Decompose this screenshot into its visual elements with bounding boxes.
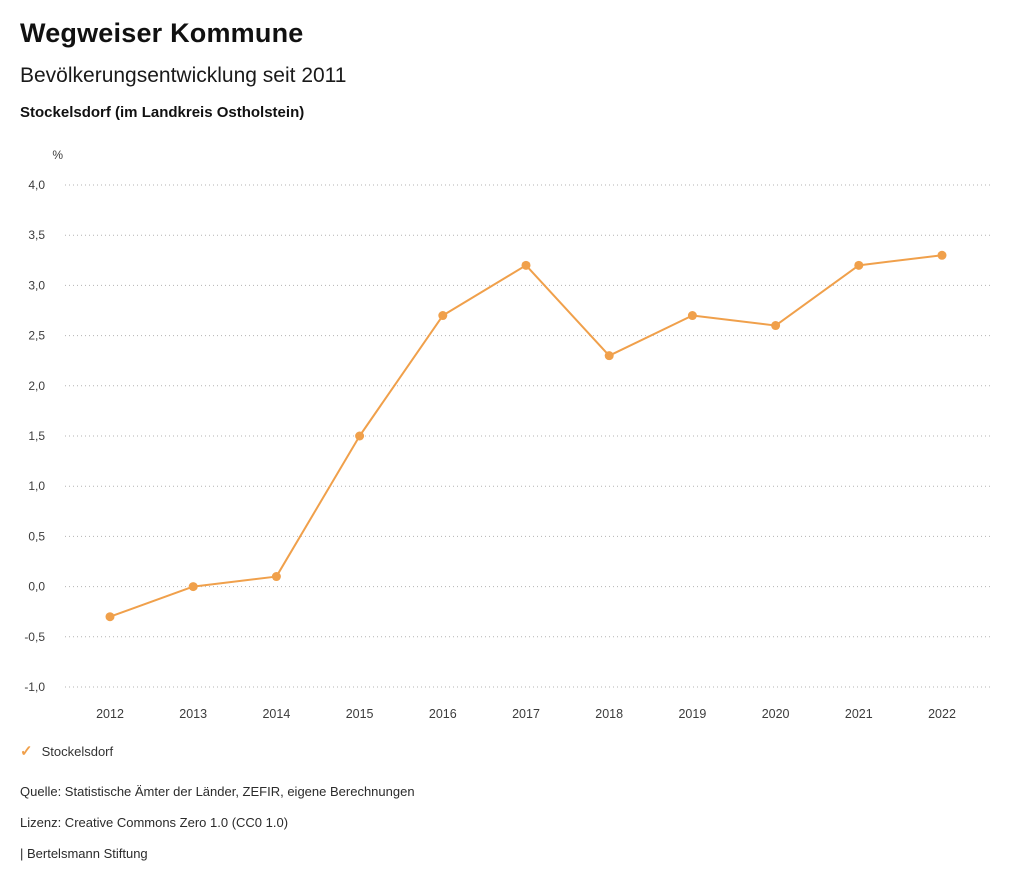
population-line-chart: % 4,0 3,5 3,0 2,5 2,0 1,5 1,0 0,5 0,0 -0,5 -1,0 2012… — [0, 140, 1024, 730]
chart-legend: ✓ Stockelsdorf — [20, 744, 113, 759]
x-tick-label: 2019 — [678, 707, 706, 721]
y-tick-label: -1,0 — [24, 680, 45, 694]
y-tick-label: 2,5 — [28, 329, 45, 343]
chart-title: Bevölkerungsentwicklung seit 2011 — [20, 64, 347, 87]
legend-label: Stockelsdorf — [41, 744, 114, 759]
x-tick-label: 2014 — [262, 707, 290, 721]
y-tick-label: 0,0 — [28, 580, 45, 594]
x-tick-label: 2012 — [96, 707, 124, 721]
brand-title: Wegweiser Kommune — [20, 18, 304, 48]
legend-check-icon: ✓ — [20, 743, 33, 760]
x-tick-label: 2022 — [928, 707, 956, 721]
license-text: Lizenz: Creative Commons Zero 1.0 (CC0 1… — [20, 815, 289, 830]
y-axis-unit-label: % — [52, 148, 63, 162]
source-text: Quelle: Statistische Ämter der Länder, Z… — [20, 784, 415, 799]
y-tick-label: 0,5 — [28, 529, 45, 543]
y-tick-label: -0,5 — [24, 630, 45, 644]
data-point — [604, 351, 614, 361]
chart-svg: % 4,0 3,5 3,0 2,5 2,0 1,5 1,0 0,5 0,0 -0,5 -1,0 2012… — [24, 148, 990, 721]
x-tick-label: 2013 — [179, 707, 207, 721]
y-tick-label: 3,0 — [28, 278, 45, 292]
x-tick-label: 2016 — [429, 707, 457, 721]
chart-subtitle: Stockelsdorf (im Landkreis Ostholstein) — [20, 104, 305, 121]
data-point — [687, 311, 697, 321]
y-tick-label: 4,0 — [28, 178, 45, 192]
data-point — [854, 260, 864, 270]
x-tick-label: 2021 — [845, 707, 873, 721]
x-tick-label: 2017 — [512, 707, 540, 721]
data-point — [188, 582, 198, 592]
data-point — [105, 612, 115, 622]
y-tick-label: 3,5 — [28, 228, 45, 242]
data-point — [521, 260, 531, 270]
y-tick-label: 2,0 — [28, 379, 45, 393]
x-tick-label: 2020 — [762, 707, 790, 721]
x-tick-label: 2018 — [595, 707, 623, 721]
attribution-text: | Bertelsmann Stiftung — [20, 846, 148, 861]
data-point — [438, 311, 448, 321]
y-tick-label: 1,0 — [28, 479, 45, 493]
data-point — [771, 321, 781, 331]
data-point — [271, 572, 281, 582]
data-point — [937, 250, 947, 260]
y-tick-label: 1,5 — [28, 429, 45, 443]
x-tick-label: 2015 — [346, 707, 374, 721]
data-point — [355, 431, 365, 441]
